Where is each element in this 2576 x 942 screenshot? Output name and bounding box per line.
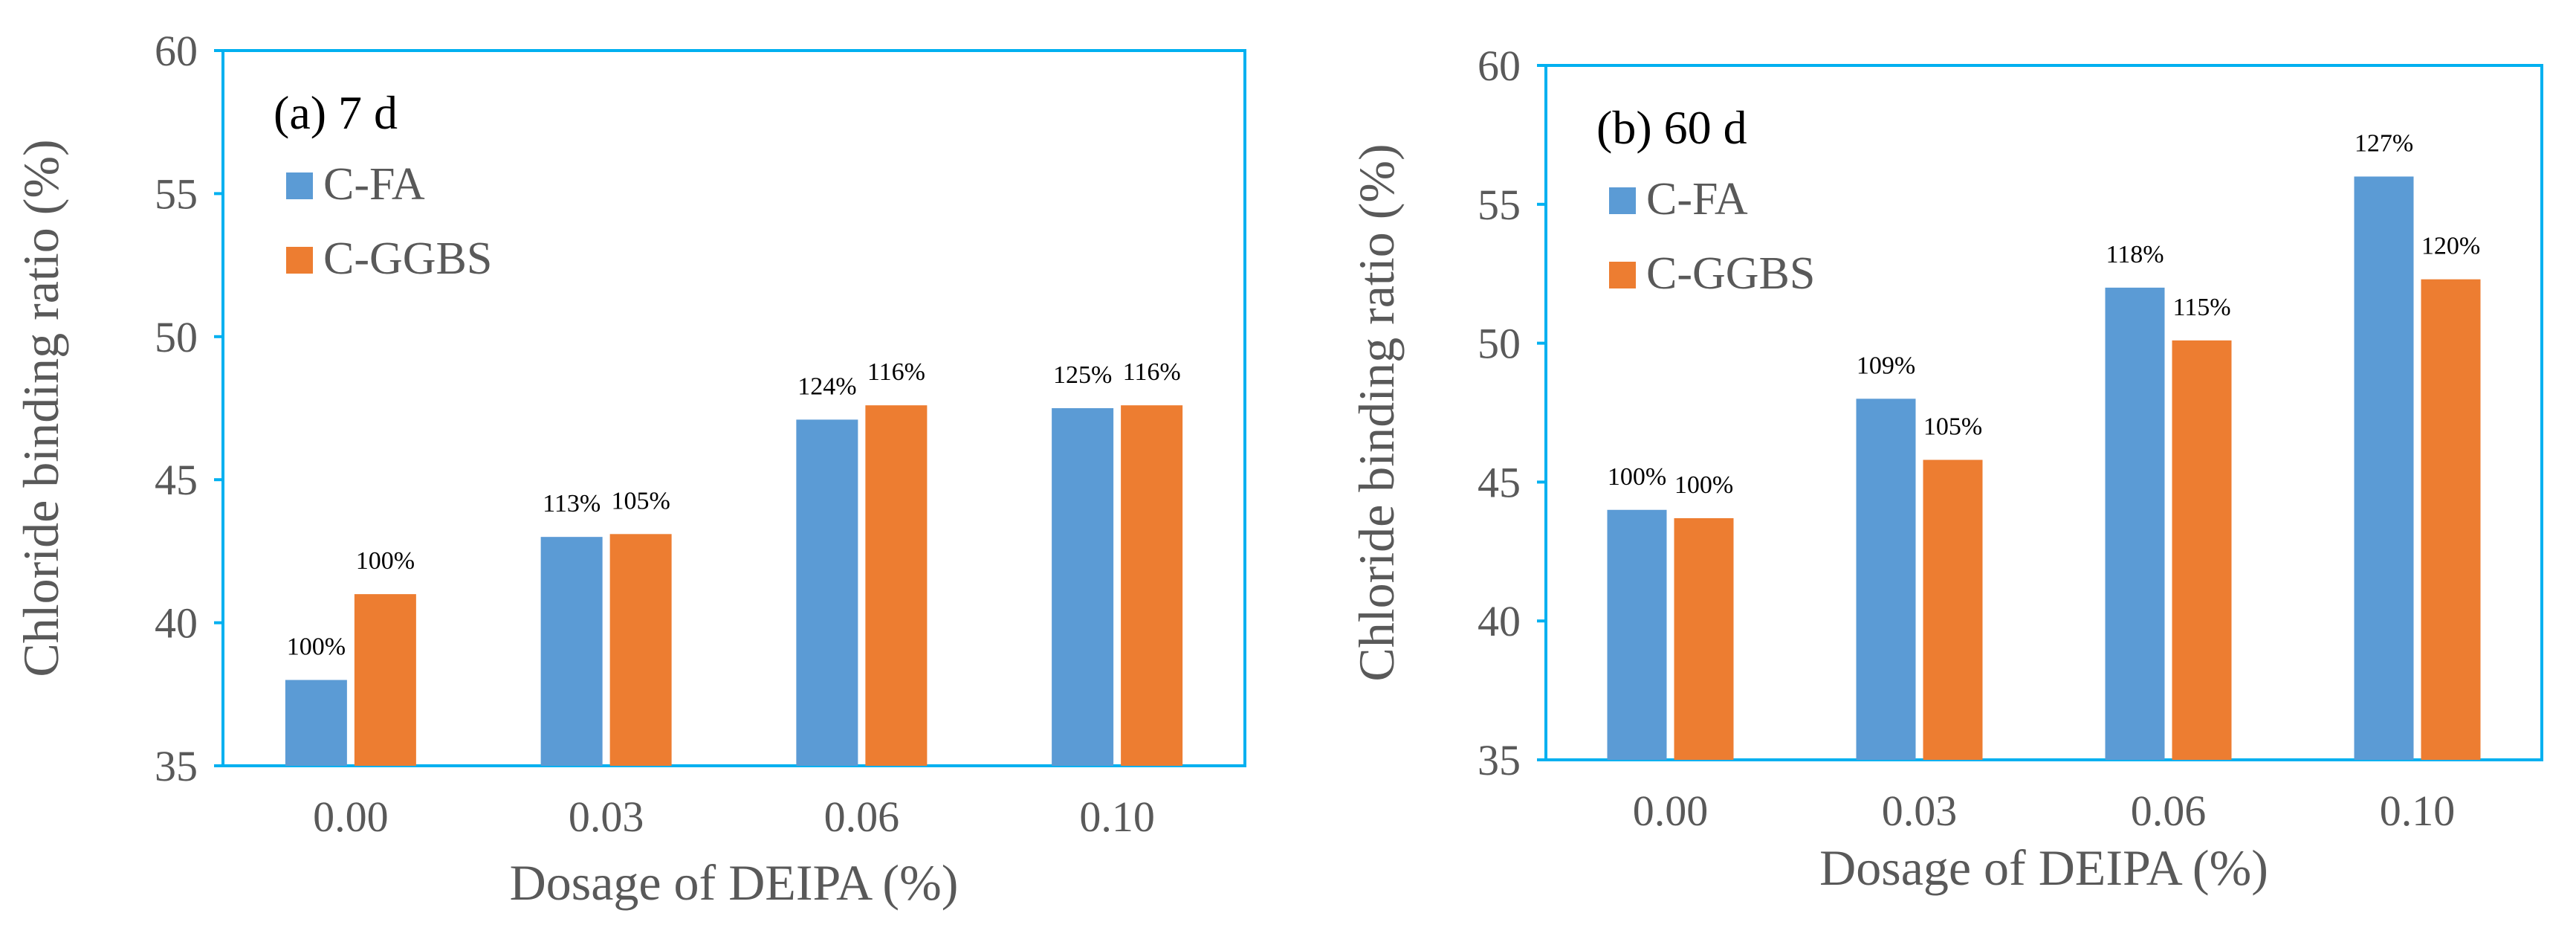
- legend-label: C-GGBS: [323, 233, 492, 284]
- data-label: 100%: [356, 547, 415, 575]
- legend-label: C-GGBS: [1646, 248, 1815, 299]
- y-tick-label: 50: [155, 313, 198, 361]
- data-label: 113%: [543, 490, 601, 517]
- data-label: 105%: [1923, 413, 1982, 441]
- data-label: 118%: [2106, 241, 2164, 268]
- bar-c-ggbs-0.06: [2172, 340, 2232, 760]
- legend-label: C-FA: [1646, 174, 1748, 225]
- bar-c-fa-0.03: [540, 537, 603, 766]
- data-label: 109%: [1857, 352, 1915, 379]
- x-tick-label: 0.03: [569, 793, 644, 841]
- x-tick-label: 0.00: [1633, 787, 1709, 835]
- x-axis-label: Dosage of DEIPA (%): [510, 854, 959, 911]
- legend-swatch-c-ggbs: [286, 247, 313, 274]
- data-label: 100%: [287, 633, 346, 661]
- y-axis-ticks: 35 40 45 50 55 60: [1478, 42, 1546, 784]
- y-tick-label: 45: [155, 456, 198, 504]
- plot-frame: [1544, 64, 2543, 761]
- y-tick-label: 60: [155, 27, 198, 75]
- bar-c-ggbs-0.06: [865, 405, 928, 766]
- bar-c-ggbs-0.00: [354, 594, 416, 766]
- panel-title: (a) 7 d: [274, 86, 398, 139]
- data-label: 127%: [2355, 129, 2413, 157]
- data-label: 115%: [2172, 294, 2230, 321]
- legend: C-FA C-GGBS: [1609, 174, 1815, 299]
- bar-c-fa-0.10: [2354, 176, 2414, 760]
- data-label: 116%: [1123, 358, 1181, 386]
- bar-c-fa-0.00: [1607, 509, 1667, 760]
- chart-panel-b: 35 40 45 50 55 60 100% 100% 0.00 109% 105% 0.03 118%…: [1348, 42, 2543, 896]
- x-tick-label: 0.10: [2380, 787, 2456, 835]
- bar-c-fa-0.03: [1856, 399, 1916, 760]
- legend: C-FA C-GGBS: [286, 159, 492, 284]
- bar-c-ggbs-0.00: [1674, 517, 1734, 760]
- legend-swatch-c-fa: [286, 172, 313, 199]
- y-axis-label: Chloride binding ratio (%): [13, 139, 69, 677]
- chart-panel-a: 35 40 45 50 55 60 100% 100% 0.00 113% 105% 0.03 124%…: [13, 27, 1246, 911]
- data-label: 125%: [1053, 361, 1112, 389]
- bar-c-ggbs-0.10: [2421, 279, 2481, 760]
- bar-c-fa-0.06: [2105, 287, 2165, 760]
- legend-swatch-c-ggbs: [1609, 262, 1636, 288]
- x-tick-label: 0.00: [313, 793, 389, 841]
- x-tick-label: 0.03: [1882, 787, 1958, 835]
- x-tick-label: 0.06: [824, 793, 900, 841]
- y-tick-label: 55: [155, 170, 198, 218]
- data-label: 105%: [611, 487, 670, 514]
- x-tick-label: 0.06: [2131, 787, 2207, 835]
- data-label: 100%: [1674, 471, 1733, 499]
- y-axis-ticks: 35 40 45 50 55 60: [155, 27, 223, 790]
- data-label: 116%: [867, 358, 925, 386]
- bar-c-fa-0.00: [285, 680, 347, 766]
- legend-swatch-c-fa: [1609, 187, 1636, 214]
- y-tick-label: 35: [1478, 736, 1521, 784]
- y-tick-label: 50: [1478, 320, 1521, 368]
- y-tick-label: 40: [155, 599, 198, 648]
- bar-c-fa-0.06: [796, 419, 858, 766]
- y-tick-label: 35: [155, 742, 198, 790]
- x-tick-label: 0.10: [1079, 793, 1155, 841]
- y-tick-label: 40: [1478, 597, 1521, 645]
- data-label: 100%: [1608, 463, 1666, 491]
- y-tick-label: 55: [1478, 181, 1521, 229]
- bar-c-ggbs-0.10: [1121, 405, 1183, 766]
- data-label: 120%: [2421, 233, 2480, 260]
- panel-title: (b) 60 d: [1596, 101, 1747, 154]
- bar-c-ggbs-0.03: [609, 534, 672, 766]
- y-axis-label: Chloride binding ratio (%): [1348, 143, 1405, 681]
- data-label: 124%: [797, 372, 856, 400]
- bar-c-ggbs-0.03: [1923, 459, 1983, 760]
- plot-frame: [221, 49, 1246, 767]
- y-tick-label: 60: [1478, 42, 1521, 90]
- y-tick-label: 45: [1478, 458, 1521, 506]
- bar-c-fa-0.10: [1052, 408, 1114, 766]
- legend-label: C-FA: [323, 159, 425, 210]
- x-axis-label: Dosage of DEIPA (%): [1819, 839, 2268, 896]
